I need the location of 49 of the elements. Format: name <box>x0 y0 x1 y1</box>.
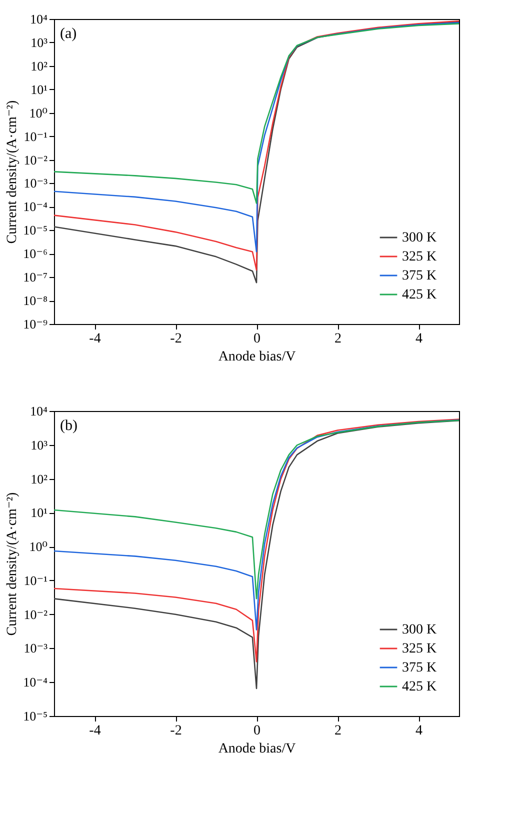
y-tick-label: 10⁴ <box>30 404 48 418</box>
legend-label: 375 K <box>402 660 437 676</box>
y-tick-label: 10⁻¹ <box>24 128 48 144</box>
legend-label: 425 K <box>402 288 437 302</box>
annotation: (a) <box>60 26 77 42</box>
y-tick-label: 10⁻⁹ <box>23 316 48 332</box>
x-tick-label: -2 <box>170 332 182 346</box>
x-axis-title: Anode bias/V <box>218 350 296 364</box>
x-tick-label: 4 <box>416 332 422 346</box>
line-series <box>54 23 459 204</box>
y-tick-label: 10⁻⁸ <box>23 293 48 308</box>
y-tick-label: 10⁻⁶ <box>23 246 48 262</box>
y-tick-label: 10² <box>30 58 48 74</box>
y-tick-label: 10⁻⁴ <box>23 199 48 214</box>
legend-label: 375 K <box>402 268 437 284</box>
legend-label: 300 K <box>402 622 437 638</box>
y-tick-label: 10³ <box>30 437 48 452</box>
y-tick-label: 10¹ <box>30 505 48 520</box>
y-tick-label: 10⁻⁷ <box>23 270 48 285</box>
x-tick-label: 0 <box>254 332 260 346</box>
y-tick-label: 10⁻² <box>24 152 48 168</box>
y-tick-label: 10⁰ <box>29 539 48 554</box>
legend-label: 425 K <box>402 680 437 694</box>
y-tick-label: 10⁻⁵ <box>23 222 48 238</box>
x-tick-label: 0 <box>254 724 260 738</box>
x-tick-label: -4 <box>89 724 101 738</box>
y-tick-label: 10⁰ <box>29 105 48 120</box>
y-tick-label: 10⁻⁴ <box>23 674 48 690</box>
y-tick-label: 10³ <box>30 34 48 50</box>
y-axis-title: Current density/(A·cm⁻²) <box>5 100 20 244</box>
x-tick-label: 2 <box>334 332 342 346</box>
x-tick-label: -2 <box>170 724 182 738</box>
x-tick-label: 2 <box>334 724 342 738</box>
y-tick-label: 10⁴ <box>30 12 48 26</box>
y-tick-label: 10⁻¹ <box>24 572 48 588</box>
y-tick-label: 10⁻³ <box>24 640 48 656</box>
y-tick-label: 10¹ <box>30 82 48 97</box>
y-tick-label: 10² <box>30 471 48 486</box>
x-tick-label: -4 <box>89 332 101 346</box>
y-tick-label: 10⁻³ <box>24 176 48 191</box>
legend-label: 300 K <box>402 230 437 246</box>
x-axis-title: Anode bias/V <box>218 742 296 756</box>
y-tick-label: 10⁻⁵ <box>23 708 48 724</box>
x-tick-label: 4 <box>416 724 422 738</box>
annotation: (b) <box>60 418 78 434</box>
legend-label: 325 K <box>402 250 437 264</box>
y-tick-label: 10⁻² <box>24 606 48 622</box>
legend-label: 325 K <box>402 642 437 656</box>
y-axis-title: Current density/(A·cm⁻²) <box>5 492 20 636</box>
